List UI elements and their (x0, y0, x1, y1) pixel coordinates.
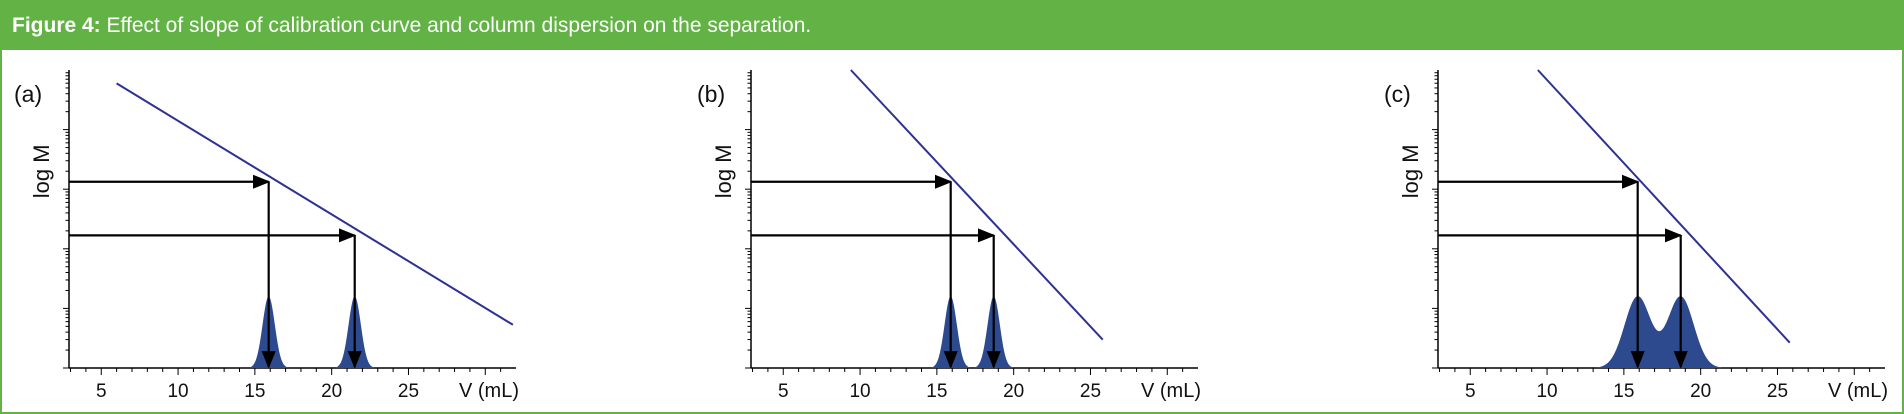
x-tick-label: 10 (167, 381, 188, 402)
x-axis-label: V (mL) (459, 380, 519, 402)
panel-label: (c) (1384, 81, 1411, 107)
x-tick-label: 5 (96, 381, 107, 402)
x-tick-label: 25 (1080, 381, 1101, 402)
x-tick-label: 15 (244, 381, 265, 402)
x-tick-label: 10 (1536, 381, 1557, 402)
x-tick-label: 20 (321, 381, 342, 402)
panel-label: (b) (697, 81, 725, 107)
chart-panel-b: (b) log M 5 10 15 20 25 V (mL) (697, 69, 1201, 402)
y-axis-label: log M (711, 144, 736, 198)
figure-caption: Effect of slope of calibration curve and… (106, 14, 812, 37)
y-axis-label: log M (1398, 144, 1423, 198)
x-tick-label: 5 (1465, 381, 1476, 402)
x-tick-label: 15 (926, 381, 947, 402)
x-tick-label: 15 (1613, 381, 1634, 402)
panel-label: (a) (14, 81, 42, 107)
calibration-line (1537, 69, 1791, 344)
x-tick-label: 20 (1003, 381, 1024, 402)
chart-panel-c: (c) log M 5 10 15 20 25 V (mL) (1384, 69, 1888, 402)
x-axis-label: V (mL) (1828, 380, 1888, 402)
calibration-line (850, 69, 1104, 341)
x-axis-label: V (mL) (1141, 380, 1201, 402)
chart-panel-a: (a) log M 5 10 15 20 25 V (mL) (14, 70, 519, 402)
calibration-line (116, 82, 514, 326)
charts-area: (a) log M 5 10 15 20 25 V (mL) (b) log M 5 10 15 20 25… (14, 69, 1888, 402)
figure-label: Figure 4: (12, 14, 101, 37)
x-tick-label: 5 (778, 381, 789, 402)
x-tick-label: 20 (1690, 381, 1711, 402)
x-tick-label: 10 (849, 381, 870, 402)
chromatogram-peak (1597, 296, 1721, 368)
figure-banner: Figure 4: Effect of slope of calibration… (2, 2, 1902, 50)
x-tick-label: 25 (398, 381, 419, 402)
y-axis-label: log M (29, 144, 54, 198)
x-tick-label: 25 (1767, 381, 1788, 402)
